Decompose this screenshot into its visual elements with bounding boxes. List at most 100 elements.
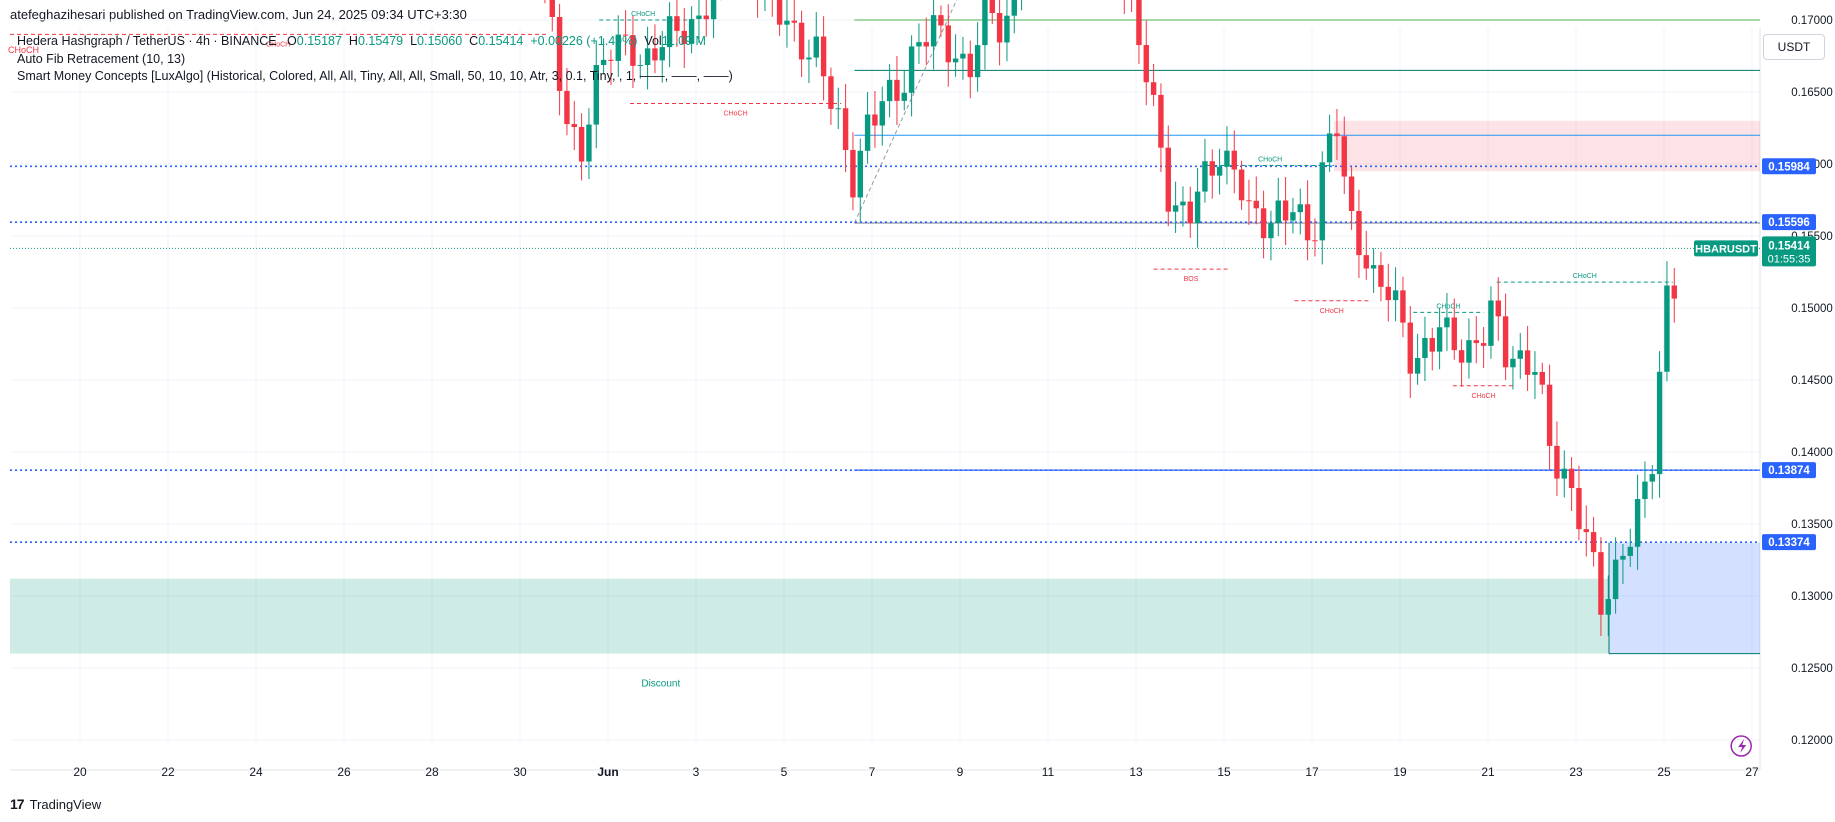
candle-body — [1480, 343, 1487, 346]
candle-body — [1510, 358, 1516, 368]
candle-body — [1260, 208, 1267, 239]
candle-body — [776, 0, 783, 25]
candle-body — [945, 25, 951, 63]
time-tick-label: 5 — [781, 765, 788, 779]
candle-body — [637, 65, 643, 67]
candle-body — [1451, 317, 1457, 351]
candle-body — [1209, 161, 1215, 176]
candle-body — [1334, 133, 1340, 137]
candle-body — [989, 0, 995, 13]
candle-body — [894, 79, 900, 101]
currency-selector[interactable]: USDT — [1763, 34, 1825, 60]
candle-body — [578, 127, 585, 162]
candle-body — [1502, 316, 1509, 368]
candle-body — [1634, 499, 1641, 547]
legend-indicator-fib[interactable]: Auto Fib Retracement (10, 13) — [17, 51, 186, 66]
level-price-badge — [1762, 214, 1816, 231]
zone-demand — [1609, 542, 1760, 654]
candle-body — [930, 15, 937, 47]
legend-open: 0.15187 — [296, 34, 342, 48]
symbol-badge — [1694, 240, 1758, 257]
candle-body — [1671, 285, 1677, 299]
candle-body — [1356, 211, 1362, 256]
candle-body — [1297, 204, 1303, 213]
candle-body — [1246, 200, 1252, 202]
structure-label: BOS — [1184, 276, 1199, 283]
flash-icon — [1730, 735, 1752, 757]
candle-body — [1473, 340, 1479, 344]
legend-close: 0.15414 — [478, 34, 524, 48]
candle-body — [1524, 350, 1531, 375]
candle-body — [659, 47, 665, 61]
zone-label: Discount — [641, 679, 680, 690]
candle-body — [850, 150, 856, 198]
time-tick-label: 26 — [337, 765, 351, 779]
candle-body — [1180, 201, 1186, 206]
tradingview-logo-icon: 17 — [10, 796, 25, 812]
candle-body — [1466, 340, 1472, 363]
candle-body — [1414, 357, 1421, 374]
time-tick-label: 11 — [1042, 765, 1055, 779]
candle-body — [938, 15, 944, 26]
candle-body — [1150, 82, 1157, 95]
candle-body — [1392, 290, 1399, 301]
structure-label: CHoCH — [1472, 393, 1496, 400]
legend-high: 0.15479 — [357, 34, 404, 48]
price-tick-label: 0.15000 — [1791, 303, 1833, 315]
candle-body — [974, 45, 981, 78]
candle-body — [1576, 487, 1582, 530]
candle-body — [674, 16, 680, 31]
legend-low: 0.15060 — [417, 34, 463, 48]
candle-body — [600, 59, 607, 66]
level-price-badge — [1762, 534, 1816, 551]
candle-body — [1172, 205, 1179, 212]
brand-name: TradingView — [29, 796, 102, 812]
candle-body — [1158, 94, 1164, 148]
candle-body — [1400, 290, 1406, 323]
candle-body — [1620, 555, 1626, 560]
candle-body — [872, 114, 878, 126]
fib-trendline — [853, 0, 958, 224]
chart-grid — [10, 19, 1761, 771]
candle-body — [1458, 350, 1465, 363]
candle-body — [1656, 371, 1663, 475]
candle-body — [1539, 371, 1545, 385]
structure-label: CHoCH — [1320, 308, 1344, 315]
time-tick-label: 23 — [1569, 765, 1583, 779]
candle-body — [813, 36, 819, 58]
candle-body — [996, 12, 1003, 43]
time-tick-label: 25 — [1657, 765, 1671, 779]
time-tick-label: 19 — [1393, 765, 1407, 779]
candle-body — [967, 53, 973, 78]
candle-body — [1187, 201, 1193, 224]
candle-body — [710, 0, 717, 20]
candle-body — [696, 15, 702, 20]
level-price-text: 0.13874 — [1768, 465, 1810, 477]
candle-body — [1554, 445, 1560, 479]
legend-vol-label: Vol — [644, 34, 662, 48]
candle-body — [1422, 338, 1428, 358]
candle-body — [1312, 240, 1318, 242]
candle-body — [1444, 317, 1450, 328]
structure-label: CHoCH — [1573, 273, 1597, 280]
candle-body — [828, 76, 834, 109]
legend-close-label: C — [469, 34, 479, 48]
candle-body — [652, 48, 658, 61]
flash-icon-bolt — [1738, 739, 1747, 753]
price-tick-label: 0.16500 — [1791, 87, 1833, 99]
candle-body — [556, 16, 563, 91]
legend-symbol: Hedera Hashgraph / TetherUS · 4h · BINAN… — [17, 34, 277, 48]
time-tick-label: 13 — [1129, 765, 1143, 779]
horizontal-levels — [10, 165, 1760, 543]
candle-body — [1165, 147, 1171, 212]
candle-body — [952, 58, 959, 63]
candle-body — [835, 108, 841, 110]
candle-body — [1231, 150, 1237, 170]
legend-indicator-smc[interactable]: Smart Money Concepts [LuxAlgo] (Historic… — [17, 69, 733, 83]
candle-body — [1202, 161, 1208, 192]
candle-body — [1561, 468, 1567, 479]
level-price-text: 0.15984 — [1768, 161, 1810, 173]
candle-body — [1341, 136, 1347, 177]
candle-body — [1649, 474, 1655, 482]
